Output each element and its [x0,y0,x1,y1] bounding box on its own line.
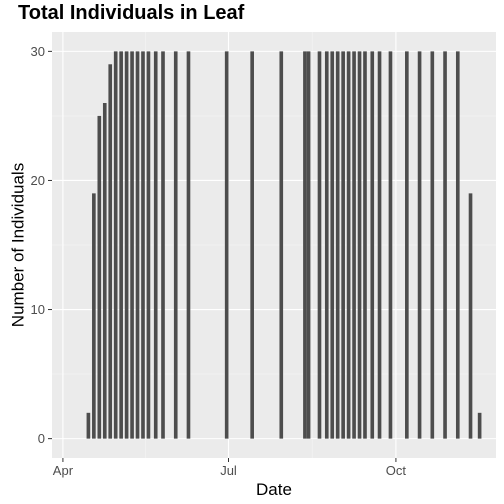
bar [303,51,307,439]
x-tick-label: Jul [220,463,237,478]
y-axis-title: Number of Individuals [9,163,28,327]
bar [108,64,113,439]
y-tick-label: 30 [31,44,45,59]
bar [153,51,158,439]
bar [135,51,140,439]
bar [363,51,367,439]
y-axis: 0 10 20 30 [31,44,52,446]
bar [357,51,362,439]
bar [250,51,254,439]
chart-title: Total Individuals in Leaf [18,2,245,24]
bar [330,51,335,439]
bar [92,193,96,439]
bar [86,412,91,439]
y-tick-label: 0 [38,431,45,446]
bar [161,51,165,439]
bar [443,51,447,439]
bar [455,51,460,439]
x-tick-label: Apr [53,463,74,478]
bar [430,51,435,439]
bar [306,51,311,439]
bar [279,51,284,439]
bar [97,115,102,439]
bar [405,51,409,439]
bar [417,51,422,439]
bar [224,51,229,439]
bar [141,51,145,439]
bar [173,51,178,439]
x-tick-label: Oct [386,463,407,478]
y-tick-label: 20 [31,173,45,188]
bar [130,51,134,439]
bar [341,51,345,439]
bar [388,51,393,439]
y-tick-label: 10 [31,302,45,317]
bar [370,51,375,439]
bar [102,103,107,439]
bar [113,51,118,439]
bar [352,51,356,439]
bars [86,51,482,439]
x-axis-title: Date [256,480,292,499]
bar [124,51,129,439]
bar [146,51,151,439]
bar [468,193,473,439]
bar [377,51,382,439]
bar [477,412,482,439]
bar [335,51,340,439]
bar [346,51,351,439]
bar [119,51,123,439]
bar [317,51,322,439]
x-axis: Apr Jul Oct [53,458,407,478]
bar [186,51,191,439]
bar [324,51,329,439]
